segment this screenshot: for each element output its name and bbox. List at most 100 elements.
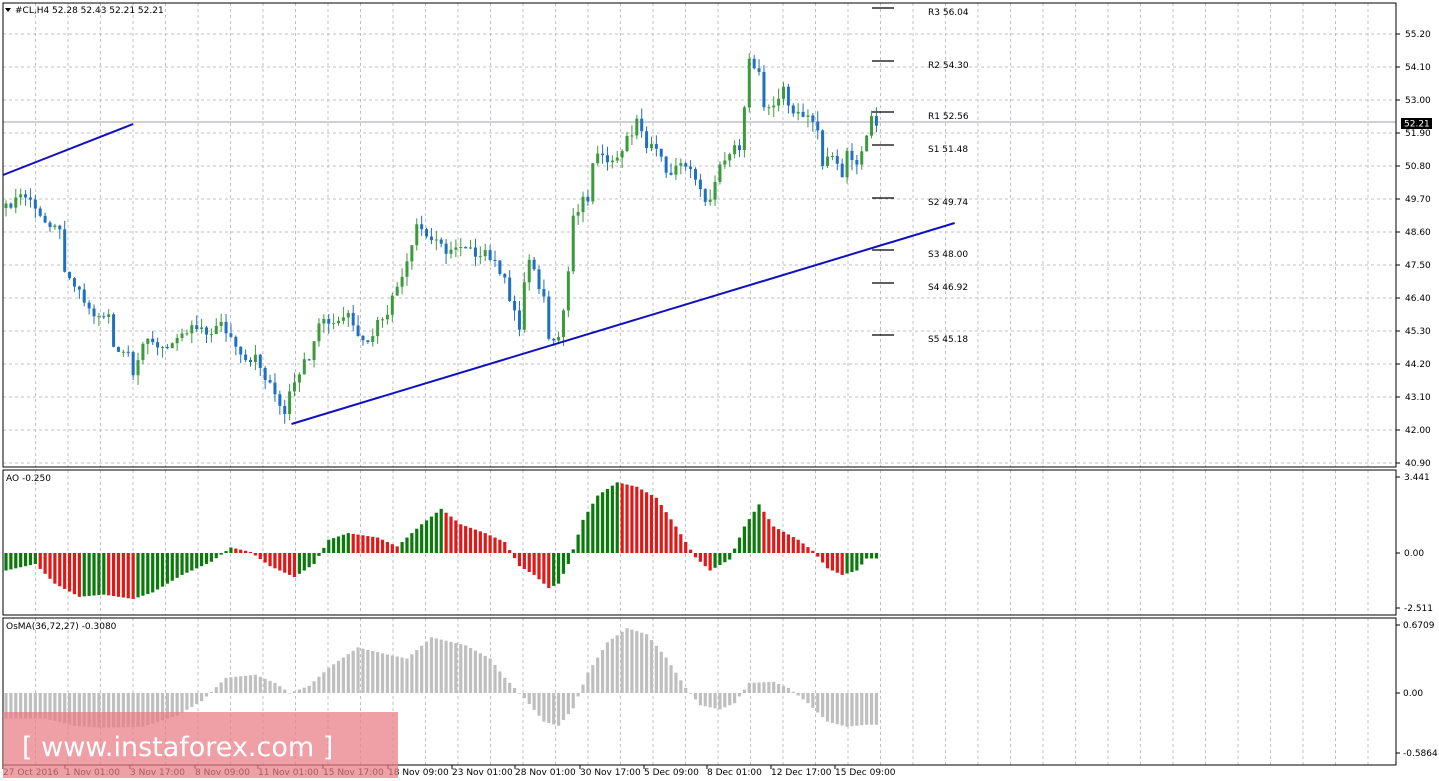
ao-bar (131, 553, 135, 599)
ao-bar (488, 535, 492, 553)
osma-bar (297, 689, 301, 693)
ao-bar (395, 546, 399, 553)
osma-bar (288, 693, 292, 694)
osma-bar (591, 665, 595, 693)
osma-bar (234, 676, 238, 693)
ao-bar (165, 553, 169, 584)
osma-bar (874, 693, 879, 725)
candle-down (811, 115, 815, 122)
ao-bar (630, 485, 634, 553)
osma-bar (581, 684, 585, 693)
candle-up (581, 196, 585, 213)
ao-bar (405, 537, 409, 553)
candle-up (630, 135, 634, 137)
candle-down (513, 301, 517, 311)
candle-up (708, 199, 712, 202)
ao-bar (596, 495, 600, 553)
candle-up (293, 382, 297, 392)
ao-bar (552, 553, 556, 586)
candle-down (425, 229, 429, 237)
ao-bar (698, 553, 702, 562)
pivot-label-s4: S4 46.92 (928, 283, 968, 293)
candle-down (263, 367, 267, 381)
osma-bar (312, 681, 316, 693)
candle-down (102, 316, 106, 318)
ao-bar (723, 553, 727, 563)
ao-bar (424, 520, 429, 553)
osma-bar (327, 667, 331, 693)
triangle-down-icon[interactable] (5, 8, 11, 12)
osma-bar (376, 652, 380, 693)
candle-down (68, 271, 72, 279)
osma-bar (273, 682, 277, 693)
ao-bar (14, 553, 18, 569)
ao-bar (679, 534, 683, 553)
price-tick-label: 44.20 (1405, 360, 1431, 370)
candle-down (63, 229, 67, 272)
ao-bar (322, 547, 326, 553)
price-axes: 55.20 54.10 53.00 51.90 50.80 49.70 48.60 47.50… (1396, 30, 1438, 759)
osma-bar (532, 693, 536, 710)
candle-down (195, 325, 199, 329)
price-tick-label: 47.50 (1405, 261, 1431, 271)
price-tick-label: 49.70 (1405, 195, 1431, 205)
time-tick-label: 8 Dec 01:00 (707, 768, 762, 778)
upper-trendline[interactable] (2, 123, 134, 176)
osma-bar (517, 693, 522, 694)
osma-bar (596, 657, 600, 693)
ao-bar (615, 482, 619, 553)
osma-bar (14, 693, 18, 719)
osma-bar (346, 654, 350, 693)
ao-bar (302, 553, 306, 571)
ao-bar (561, 553, 566, 574)
osma-bar (821, 693, 825, 718)
candle-up (845, 150, 849, 178)
candle-down (816, 121, 820, 131)
ao-bar (263, 553, 267, 563)
osma-bar (371, 650, 375, 693)
osma-bar (547, 693, 551, 724)
osma-bar (111, 693, 116, 728)
ao-bar (821, 553, 825, 563)
osma-bar (762, 682, 766, 693)
candle-down (791, 105, 795, 114)
osma-bar (561, 693, 566, 720)
osma-bar (405, 658, 409, 693)
ao-bar (67, 553, 72, 592)
osma-bar (723, 693, 727, 708)
candle-up (405, 261, 409, 277)
trendlines[interactable] (2, 123, 955, 425)
candle-down (693, 169, 697, 180)
candle-down (234, 336, 238, 347)
time-tick-label: 12 Dec 17:00 (771, 768, 832, 778)
osma-bar (459, 644, 463, 693)
lower-trendline[interactable] (291, 222, 955, 425)
candle-down (855, 160, 859, 165)
ao-bar (791, 537, 795, 553)
ao-bar (728, 553, 732, 560)
candle-down (503, 273, 507, 278)
candle-up (371, 336, 375, 343)
price-tick-label: 50.80 (1405, 162, 1431, 172)
candle-down (508, 277, 512, 302)
candle-down (488, 250, 492, 260)
osma-bar (493, 664, 497, 693)
candle-down (498, 260, 502, 274)
candle-down (229, 333, 233, 337)
candle-up (478, 256, 482, 258)
candle-up (459, 247, 463, 249)
osma-bar (415, 650, 419, 693)
panel-frame (2, 617, 1397, 766)
candle-down (224, 321, 228, 334)
osma-bar (190, 693, 194, 707)
candle-down (493, 259, 497, 261)
osma-bar (498, 671, 502, 693)
candle-up (395, 286, 399, 296)
ao-bar (483, 533, 487, 553)
ao-bar (830, 553, 835, 571)
ao-bar (737, 537, 742, 553)
time-tick-label: 23 Nov 01:00 (452, 768, 513, 778)
ao-bar (361, 535, 365, 553)
price-tick-label: 51.90 (1405, 129, 1431, 139)
